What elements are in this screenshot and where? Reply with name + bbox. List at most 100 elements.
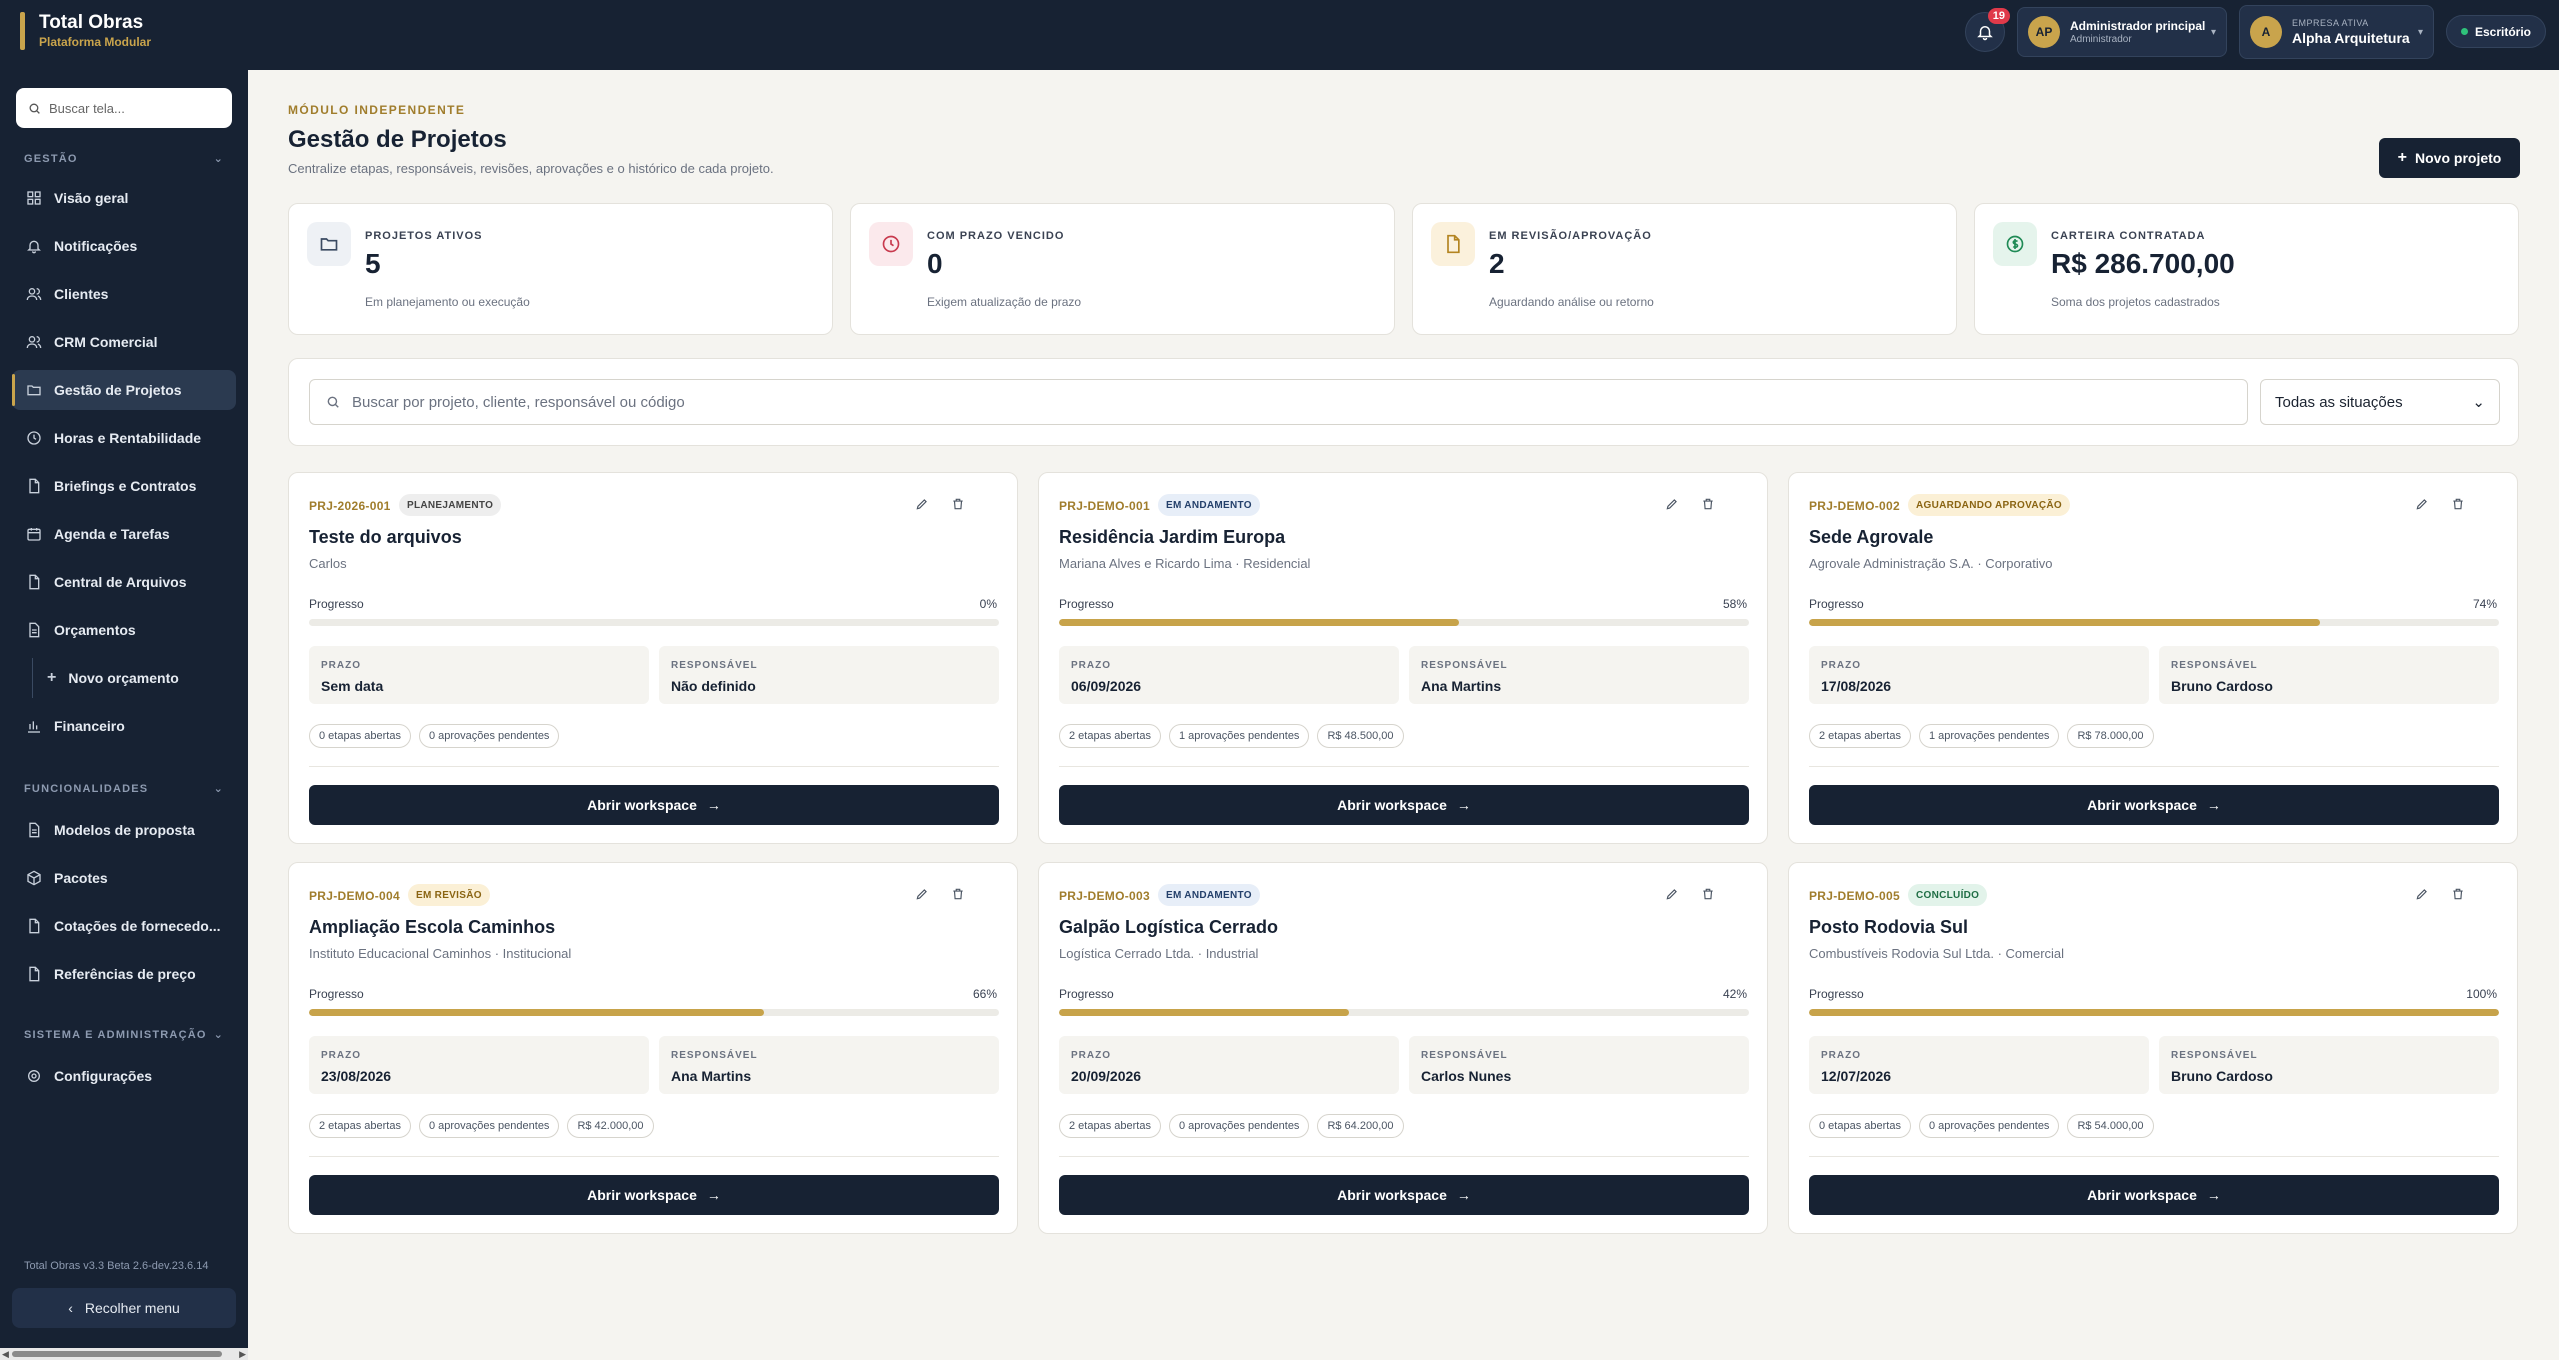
kpi-subtext: Exigem atualização de prazo xyxy=(927,295,1082,309)
clock-icon xyxy=(882,235,900,253)
kpi-label: COM PRAZO VENCIDO xyxy=(927,230,1065,242)
project-client: Logística Cerrado Ltda. · Industrial xyxy=(1059,946,1259,961)
pencil-icon xyxy=(1666,889,1677,900)
company-switcher-button[interactable]: A EMPRESA ATIVA Alpha Arquitetura ▾ xyxy=(2239,5,2434,59)
sidebar-item-financeiro[interactable]: Financeiro xyxy=(12,706,236,746)
edit-project-button[interactable] xyxy=(2415,497,2429,516)
sidebar-item-horas-e-rentabilidade[interactable]: Horas e Rentabilidade xyxy=(12,418,236,458)
open-workspace-button[interactable]: Abrir workspace → xyxy=(309,1175,999,1215)
scrollbar-thumb[interactable] xyxy=(12,1351,222,1357)
open-workspace-button[interactable]: Abrir workspace → xyxy=(1809,1175,2499,1215)
company-label: EMPRESA ATIVA xyxy=(2292,18,2369,28)
sidebar-section-gestao[interactable]: GESTÃO ⌄ xyxy=(24,152,224,166)
project-name: Sede Agrovale xyxy=(1809,527,1934,547)
brand[interactable]: Total Obras Plataforma Modular xyxy=(20,12,151,50)
responsible-value: Ana Martins xyxy=(1421,678,1502,694)
office-mode-button[interactable]: Escritório xyxy=(2446,15,2546,48)
office-label: Escritório xyxy=(2474,24,2531,39)
scroll-right-icon[interactable]: ▶ xyxy=(239,1349,246,1359)
responsible-label: RESPONSÁVEL xyxy=(1421,1050,1508,1061)
sidebar-horizontal-scrollbar[interactable]: ◀ ▶ xyxy=(0,1348,248,1360)
deadline-label: PRAZO xyxy=(1821,1050,1861,1061)
open-workspace-label: Abrir workspace xyxy=(587,1187,697,1203)
progress-label: Progresso xyxy=(309,987,364,1001)
open-workspace-button[interactable]: Abrir workspace → xyxy=(1809,785,2499,825)
open-workspace-button[interactable]: Abrir workspace → xyxy=(1059,1175,1749,1215)
sidebar-item-referencias-de-preco[interactable]: Referências de preço xyxy=(12,954,236,994)
status-badge: AGUARDANDO APROVAÇÃO xyxy=(1908,494,2070,516)
delete-project-button[interactable] xyxy=(2451,887,2465,906)
arrow-right-icon: → xyxy=(2206,797,2221,813)
divider xyxy=(1059,766,1749,767)
edit-project-button[interactable] xyxy=(2415,887,2429,906)
responsible-value: Bruno Cardoso xyxy=(2171,1068,2273,1084)
deadline-value: 20/09/2026 xyxy=(1071,1068,1142,1084)
collapse-menu-button[interactable]: ‹ Recolher menu xyxy=(12,1288,236,1328)
sidebar-item-novo-orcamento[interactable]: + Novo orçamento xyxy=(32,658,232,698)
responsible-label: RESPONSÁVEL xyxy=(671,1050,758,1061)
delete-project-button[interactable] xyxy=(1701,887,1715,906)
edit-project-button[interactable] xyxy=(915,497,929,516)
sidebar-item-central-de-arquivos[interactable]: Central de Arquivos xyxy=(12,562,236,602)
project-client: Combustíveis Rodovia Sul Ltda. · Comerci… xyxy=(1809,946,2065,961)
edit-project-button[interactable] xyxy=(1665,497,1679,516)
edit-project-button[interactable] xyxy=(915,887,929,906)
deadline-value: Sem data xyxy=(321,678,384,694)
clock-icon xyxy=(27,431,41,445)
sidebar-item-orcamentos[interactable]: Orçamentos xyxy=(12,610,236,650)
delete-project-button[interactable] xyxy=(1701,497,1715,516)
delete-project-button[interactable] xyxy=(951,497,965,516)
project-code: PRJ-DEMO-003 xyxy=(1059,889,1150,903)
progress-bar xyxy=(309,1009,999,1016)
sidebar-item-pacotes[interactable]: Pacotes xyxy=(12,858,236,898)
notifications-count-badge: 19 xyxy=(1987,8,2010,24)
kpi-subtext: Aguardando análise ou retorno xyxy=(1489,295,1654,309)
kpi-icon-box xyxy=(869,222,913,266)
sidebar-item-label: Pacotes xyxy=(54,870,108,886)
project-name: Teste do arquivos xyxy=(309,527,462,547)
project-code: PRJ-DEMO-002 xyxy=(1809,499,1900,513)
sidebar-section-sistema[interactable]: SISTEMA E ADMINISTRAÇÃO ⌄ xyxy=(24,1028,224,1042)
status-filter-select[interactable]: Todas as situações ⌄ xyxy=(2260,379,2500,425)
version-text: Total Obras v3.3 Beta 2.6-dev.23.6.14 xyxy=(24,1260,209,1272)
project-client: Mariana Alves e Ricardo Lima · Residenci… xyxy=(1059,556,1311,571)
project-search-placeholder: Buscar por projeto, cliente, responsável… xyxy=(352,393,685,411)
sidebar-search-input[interactable]: Buscar tela... xyxy=(16,88,232,128)
sidebar-item-modelos-de-proposta[interactable]: Modelos de proposta xyxy=(12,810,236,850)
new-project-button[interactable]: + Novo projeto xyxy=(2379,138,2520,178)
project-card: PRJ-DEMO-004 EM REVISÃO Ampliação Escola… xyxy=(288,862,1018,1234)
responsible-box: RESPONSÁVEL Ana Martins xyxy=(1409,646,1749,704)
notifications-button[interactable]: 19 xyxy=(1965,8,2010,52)
project-name: Residência Jardim Europa xyxy=(1059,527,1286,547)
sidebar-item-agenda-e-tarefas[interactable]: Agenda e Tarefas xyxy=(12,514,236,554)
pencil-icon xyxy=(916,889,927,900)
open-workspace-button[interactable]: Abrir workspace → xyxy=(1059,785,1749,825)
deadline-label: PRAZO xyxy=(1071,660,1111,671)
kpi-value: 2 xyxy=(1489,248,1505,279)
sidebar-section-funcionalidades[interactable]: FUNCIONALIDADES ⌄ xyxy=(24,782,224,796)
project-name: Galpão Logística Cerrado xyxy=(1059,917,1279,937)
sidebar-item-visao-geral[interactable]: Visão geral xyxy=(12,178,236,218)
delete-project-button[interactable] xyxy=(2451,497,2465,516)
sidebar-item-cotacoes-de-fornecedores[interactable]: Cotações de fornecedo... xyxy=(12,906,236,946)
progress-bar-fill xyxy=(1059,1009,1349,1016)
responsible-label: RESPONSÁVEL xyxy=(671,660,758,671)
delete-project-button[interactable] xyxy=(951,887,965,906)
scroll-left-icon[interactable]: ◀ xyxy=(2,1349,9,1359)
user-menu-button[interactable]: AP Administrador principal Administrador… xyxy=(2017,7,2227,57)
sidebar-item-crm-comercial[interactable]: CRM Comercial xyxy=(12,322,236,362)
open-workspace-button[interactable]: Abrir workspace → xyxy=(309,785,999,825)
pencil-icon xyxy=(2416,889,2427,900)
sidebar-item-notificacoes[interactable]: Notificações xyxy=(12,226,236,266)
sidebar-item-clientes[interactable]: Clientes xyxy=(12,274,236,314)
pencil-icon xyxy=(916,499,927,510)
info-chip: 0 etapas abertas xyxy=(309,724,411,748)
sidebar-item-gestao-de-projetos[interactable]: Gestão de Projetos xyxy=(12,370,236,410)
kpi-card-em-revisao: EM REVISÃO/APROVAÇÃO 2 Aguardando anális… xyxy=(1412,203,1957,335)
sidebar-item-configuracoes[interactable]: Configurações xyxy=(12,1056,236,1096)
brand-subtitle: Plataforma Modular xyxy=(39,35,152,49)
company-avatar: A xyxy=(2250,16,2282,48)
edit-project-button[interactable] xyxy=(1665,887,1679,906)
sidebar-item-briefings-e-contratos[interactable]: Briefings e Contratos xyxy=(12,466,236,506)
project-search-input[interactable]: Buscar por projeto, cliente, responsável… xyxy=(309,379,2248,425)
